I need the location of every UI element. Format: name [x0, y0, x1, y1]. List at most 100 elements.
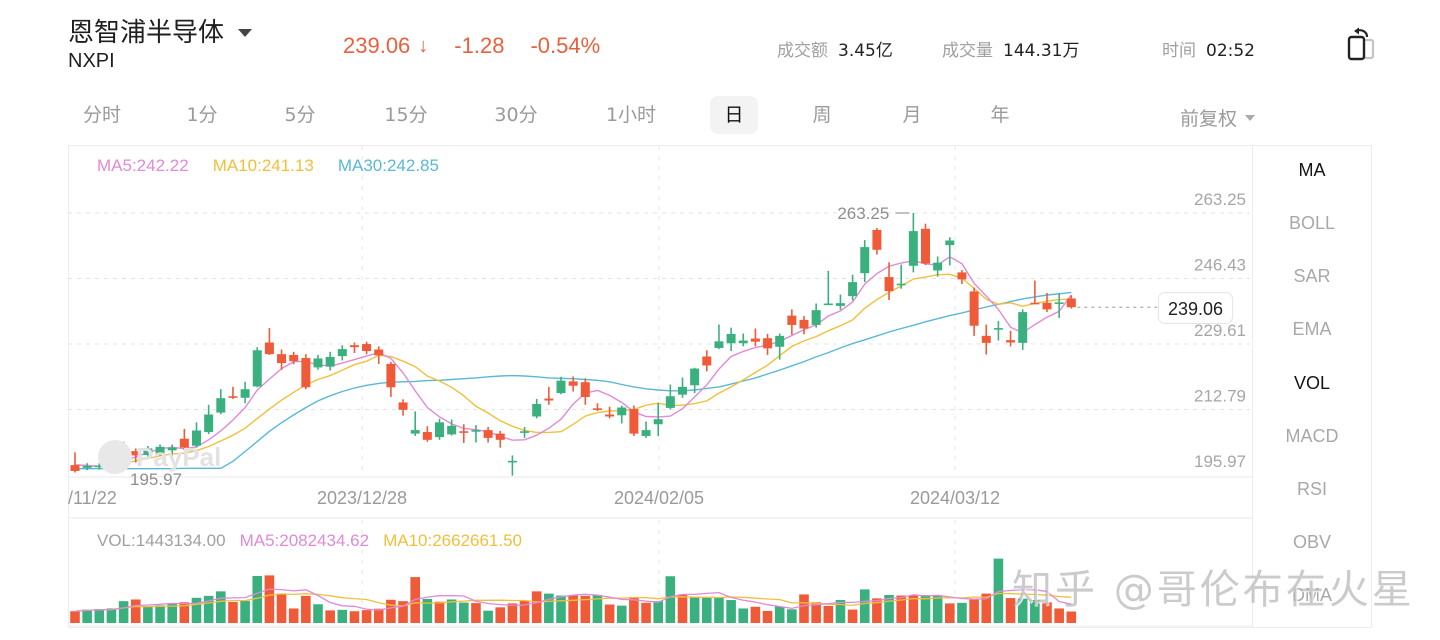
volume-bar — [738, 608, 749, 623]
period-tab-9[interactable]: 年 — [990, 104, 1010, 126]
candle-body — [349, 345, 359, 348]
price-change-percent: -0.54% — [530, 33, 601, 58]
volume-bar — [653, 601, 663, 623]
ma5-value: MA5:242.22 — [97, 156, 189, 175]
indicator-obv[interactable]: OBV — [1292, 532, 1331, 552]
candle-body — [641, 430, 651, 436]
volume-bar — [228, 602, 238, 623]
volume-bar — [629, 597, 639, 623]
candle-body — [933, 262, 943, 271]
candle-body — [192, 430, 201, 446]
volume-bar — [677, 594, 688, 623]
indicator-ma[interactable]: MA — [1298, 160, 1326, 180]
volume-bar — [920, 595, 931, 623]
price-adjustment-label: 前复权 — [1180, 108, 1238, 130]
ma10-value: MA10:241.13 — [212, 156, 314, 175]
period-tab-5[interactable]: 1小时 — [605, 104, 657, 126]
candle-body — [495, 433, 505, 440]
volume-label: 成交量 — [942, 41, 993, 61]
volume-bar — [106, 608, 117, 623]
candle-body — [1066, 298, 1076, 308]
volume-bar — [252, 575, 263, 623]
period-tab-8[interactable]: 月 — [902, 104, 922, 126]
volume-bar — [301, 595, 311, 623]
period-tab-2[interactable]: 5分 — [284, 104, 316, 126]
candle-body — [82, 465, 92, 468]
indicator-dma[interactable]: DMA — [1292, 585, 1332, 605]
last-price: 239.06 — [343, 33, 411, 58]
period-tab-7[interactable]: 周 — [812, 104, 832, 126]
candle-body — [568, 381, 578, 386]
price-adjustment-dropdown[interactable]: 前复权 — [1180, 104, 1256, 131]
volume-bar — [191, 597, 202, 623]
candle-body — [532, 404, 542, 417]
candle-body — [337, 349, 347, 357]
volume-bar — [993, 558, 1004, 623]
volume-bar — [325, 610, 335, 623]
volume-bar — [981, 593, 992, 623]
ticker-symbol: NXPI — [68, 50, 115, 72]
period-tab-0[interactable]: 分时 — [82, 104, 121, 126]
period-tab-6[interactable]: 日 — [710, 96, 758, 134]
candle-body — [750, 338, 760, 342]
candle-body — [362, 344, 372, 352]
candle-body — [131, 451, 141, 456]
volume-bar — [130, 599, 141, 623]
volume-bar — [847, 609, 858, 623]
stock-name-selector[interactable]: 恩智浦半导体 — [68, 12, 253, 49]
volume-bar — [884, 595, 894, 623]
candle-body — [617, 407, 627, 416]
volume-bar — [531, 591, 542, 623]
y-axis-label: 246.43 — [1194, 256, 1246, 275]
indicator-rsi[interactable]: RSI — [1296, 479, 1327, 499]
indicator-boll[interactable]: BOLL — [1288, 213, 1336, 233]
kline-chart-area[interactable] — [68, 145, 1252, 628]
indicator-sar[interactable]: SAR — [1293, 266, 1331, 286]
volume-bar — [1005, 598, 1016, 623]
volume-bar — [446, 599, 457, 623]
volume-bar — [969, 599, 979, 623]
rotate-screen-button[interactable] — [1343, 26, 1379, 66]
x-axis-label: /11/22 — [68, 488, 117, 508]
candle-body — [1054, 302, 1064, 304]
volume-bar — [945, 603, 955, 623]
last-price-group: 239.06 ↓ — [343, 33, 428, 59]
period-tab-3[interactable]: 15分 — [384, 104, 428, 126]
volume-stat: 成交量 144.31万 — [942, 36, 1079, 61]
candle-body — [738, 340, 748, 344]
candle-body — [811, 310, 821, 325]
candle-body — [70, 465, 80, 471]
indicator-macd[interactable]: MACD — [1285, 426, 1339, 446]
candle-body — [1018, 312, 1028, 343]
indicator-ema[interactable]: EMA — [1292, 319, 1332, 339]
volume-bar — [349, 611, 360, 623]
quote-summary: 239.06 ↓ -1.28 -0.54% — [343, 33, 600, 59]
indicator-vol[interactable]: VOL — [1293, 373, 1331, 393]
candle-body — [884, 277, 894, 292]
period-tabs: 分时 1分 5分 15分 30分 1小时 日 周 月 年 — [68, 96, 1268, 136]
max-price-label: 263.25 — [837, 204, 889, 223]
volume-bar — [313, 604, 323, 623]
volume-bar — [726, 600, 736, 623]
candle-body — [969, 291, 979, 326]
period-tab-1[interactable]: 1分 — [186, 104, 218, 126]
price-change: -1.28 — [454, 33, 505, 58]
period-tab-4[interactable]: 30分 — [494, 104, 538, 126]
candle-body — [787, 315, 797, 325]
turnover-stat: 成交额 3.45亿 — [777, 36, 893, 61]
volume-legend: VOL:1443134.00 MA5:2082434.62 MA10:26626… — [97, 531, 522, 551]
candle-body — [301, 358, 311, 388]
candle-body — [435, 422, 444, 438]
candle-body — [860, 247, 870, 274]
volume-bar — [835, 600, 846, 623]
candle-body — [605, 414, 615, 417]
candle-body — [240, 389, 250, 398]
volume-bar — [1054, 608, 1064, 623]
candle-body — [143, 448, 153, 456]
candle-body — [993, 328, 1003, 330]
candle-body — [471, 430, 481, 432]
volume-bar — [556, 595, 566, 623]
volume-bar — [580, 595, 591, 623]
ma30-value: MA30:242.85 — [337, 156, 439, 175]
